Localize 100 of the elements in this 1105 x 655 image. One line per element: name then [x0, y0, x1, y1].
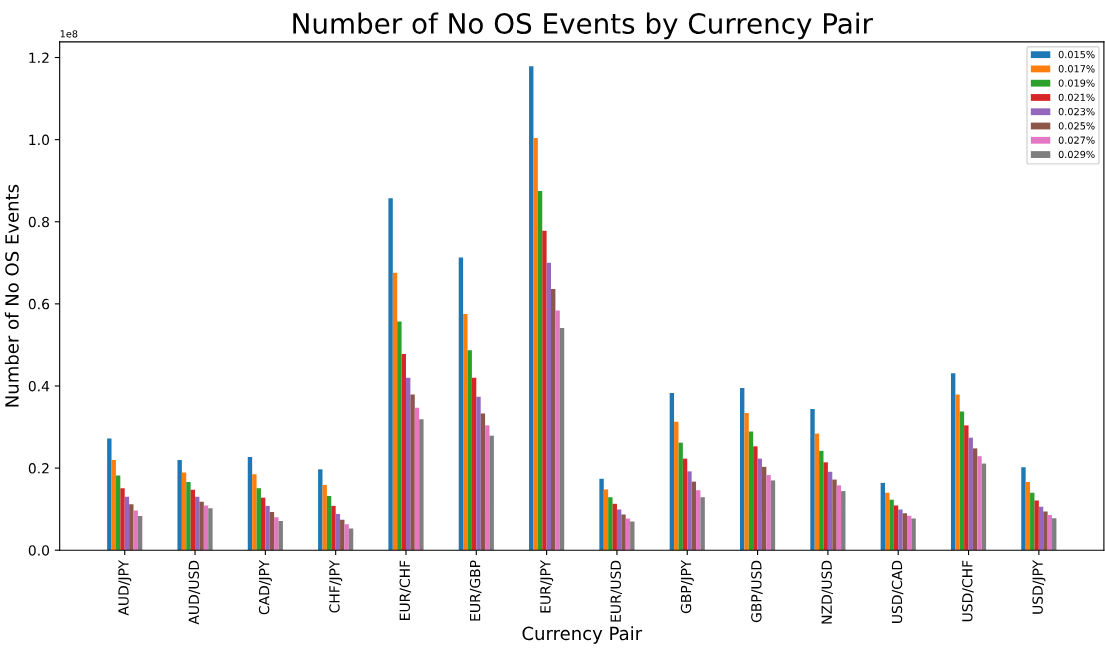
bar [318, 469, 323, 551]
bar [678, 442, 683, 551]
bar [480, 413, 486, 551]
bar [696, 490, 701, 551]
bar [392, 272, 398, 551]
bar [260, 497, 266, 551]
bar [111, 459, 116, 551]
x-tick-label: GBP/USD [751, 560, 763, 623]
bar [401, 353, 406, 551]
bar [691, 481, 697, 551]
y-axis-title: Number of No OS Events [4, 184, 19, 407]
bar [348, 528, 354, 551]
legend-label: 0.015% [1058, 50, 1095, 59]
text: 1e8 [60, 30, 78, 38]
legend-label: 0.021% [1058, 93, 1095, 102]
bar [414, 407, 420, 551]
bar [761, 466, 767, 551]
x-tick-label: GBP/JPY [680, 559, 694, 614]
y-tick-label: 0.0 [28, 545, 50, 556]
bar [1034, 500, 1039, 551]
bar [107, 438, 112, 551]
bar [674, 421, 679, 551]
bar [893, 505, 899, 551]
bar [827, 471, 833, 551]
bar [1038, 506, 1044, 551]
bar [981, 463, 987, 551]
bar [1030, 492, 1035, 551]
bar [836, 485, 842, 551]
bar [950, 373, 956, 551]
bar [964, 425, 969, 551]
bar [898, 509, 903, 551]
bar [252, 474, 257, 551]
bar [889, 499, 894, 551]
bar [1025, 482, 1031, 551]
bar [669, 392, 675, 551]
bar [885, 492, 890, 551]
bar [959, 411, 965, 551]
bar [274, 517, 279, 551]
bar [1021, 467, 1026, 551]
bar [397, 321, 402, 551]
bar [555, 310, 560, 551]
chart-title: Number of No OS Events by Currency Pair [293, 12, 873, 40]
bar [1052, 518, 1057, 551]
bar [770, 480, 776, 551]
legend-label: 0.019% [1058, 79, 1095, 87]
bar [208, 508, 213, 551]
bar [819, 450, 824, 551]
bar [955, 394, 960, 551]
bar [405, 377, 411, 551]
bar [177, 459, 182, 551]
bar [700, 497, 705, 551]
bar [265, 505, 270, 551]
bar [823, 462, 828, 551]
x-tick-label: USD/JPY [1032, 559, 1046, 614]
bar [335, 514, 341, 551]
bar [841, 491, 846, 551]
bar [972, 448, 978, 551]
bar [133, 510, 138, 551]
y-tick-label: 0.2 [28, 463, 49, 474]
bar [467, 350, 472, 551]
bar [559, 328, 565, 551]
bar [137, 516, 143, 551]
bar [537, 190, 543, 551]
bar [419, 419, 424, 551]
bar [599, 478, 604, 551]
bar [485, 425, 490, 551]
bar [115, 475, 121, 551]
bar [269, 512, 275, 551]
bar [621, 514, 626, 551]
bar [533, 137, 538, 551]
bar [190, 489, 196, 551]
bar [1043, 511, 1048, 551]
bar [340, 519, 345, 551]
x-tick-label: AUD/JPY [118, 559, 132, 616]
bar [529, 66, 534, 551]
x-axis-title: Currency Pair [522, 626, 643, 644]
bar [810, 408, 815, 551]
y-tick-label: 0.8 [28, 216, 49, 228]
bar [463, 314, 468, 551]
x-tick-label: CHF/JPY [329, 559, 343, 613]
bar [902, 513, 907, 551]
bar [546, 262, 552, 551]
bar [740, 388, 745, 551]
bar [181, 472, 187, 551]
bar [471, 377, 477, 551]
bar [199, 501, 204, 551]
bar [388, 198, 393, 551]
bar [344, 524, 349, 551]
bar [1047, 514, 1053, 551]
bar [911, 518, 916, 551]
y-tick-label: 1.0 [29, 134, 50, 146]
bar [476, 396, 481, 551]
bar [977, 456, 982, 551]
bar [256, 488, 261, 551]
bar [410, 394, 415, 551]
x-tick-label: CAD/JPY [258, 559, 272, 615]
bar [880, 482, 886, 551]
y-tick-label: 1.2 [29, 52, 49, 63]
x-tick-label: EUR/GBP [469, 560, 482, 621]
bar [322, 484, 327, 551]
